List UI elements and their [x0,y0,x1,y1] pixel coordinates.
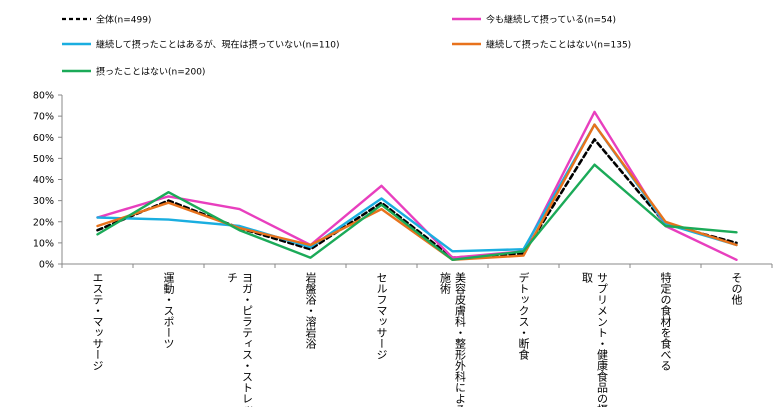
y-tick-label-0: 0% [39,260,54,271]
y-tick-label-6: 60% [33,133,54,144]
series-line-4 [96,163,738,261]
legend-label-4: 摂ったことはない(n=200) [96,66,205,78]
y-tick-label-4: 40% [33,175,54,186]
x-category-label-5-line-1: 施術 [439,272,452,294]
axes: 0% 10% 20% 30% 40% 50% 60% 70% 80% エステ・マッサージ 運動・スポ… [33,91,773,407]
legend-label-2: 継続して摂ったことはあるが、現在は摂っていない(n=110) [96,39,340,51]
x-category-label-2-line-0: ヨガ・ピラティス・ストレッ [241,272,254,407]
x-category-label-3: 岩盤浴・溶岩浴 [304,271,317,350]
x-category-label-6: デトックス・断食 [517,271,530,361]
x-category-label-7-line-0: サプリメント・健康食品の摂 [596,272,609,407]
legend: 全体(n=499) 今も継続して摂っている(n=54) 継続して摂ったことはあるが、… [62,14,631,78]
x-category-label-7-line-1: 取 [581,272,594,284]
y-tick-label-8: 80% [33,91,54,102]
x-category-label-0: エステ・マッサージ [91,272,104,371]
series-line-3 [96,123,738,261]
x-category-label-5-line-0: 美容皮膚科・整形外科による [454,272,467,407]
series-layer [96,110,738,261]
y-tick-label-3: 30% [33,196,54,207]
y-tick-label-5: 50% [33,154,54,165]
y-tick-label-1: 10% [33,238,54,249]
series-line-0 [96,138,738,260]
y-tick-label-7: 70% [33,112,54,123]
x-category-label-1: 運動・スポーツ [162,272,175,349]
legend-label-1: 今も継続して摂っている(n=54) [486,14,616,26]
y-tick-label-2: 20% [33,217,54,228]
series-line-1 [96,110,738,261]
legend-label-3: 継続して摂ったことはない(n=135) [486,39,631,51]
x-category-label-8: 特定の食材を食べる [659,271,672,371]
x-category-label-9: その他 [730,272,743,305]
legend-label-0: 全体(n=499) [96,14,151,26]
x-category-label-4: セルフマッサージ [375,272,388,360]
x-category-label-2-line-1: チ [226,272,239,283]
